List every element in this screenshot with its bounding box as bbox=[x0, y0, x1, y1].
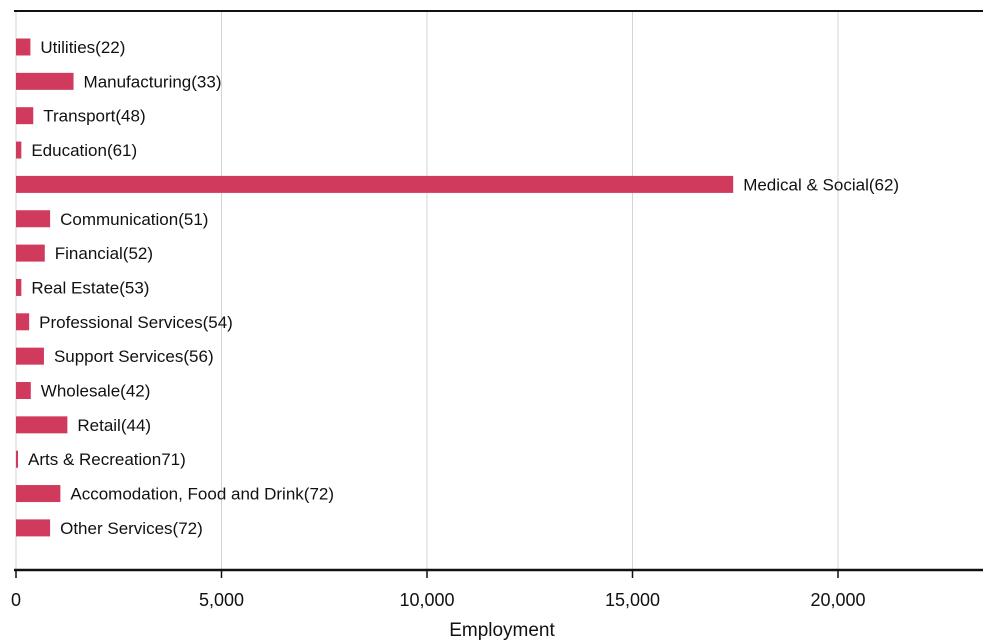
bar-label: Education(61) bbox=[31, 141, 137, 160]
bar bbox=[16, 347, 44, 365]
bar-label: Professional Services(54) bbox=[39, 313, 233, 332]
bar-label: Financial(52) bbox=[55, 244, 153, 263]
bar-label: Support Services(56) bbox=[54, 347, 214, 366]
bar bbox=[16, 72, 74, 90]
x-tick-label: 20,000 bbox=[810, 590, 865, 610]
bar-label: Utilities(22) bbox=[40, 38, 125, 57]
bar bbox=[16, 210, 51, 228]
bar bbox=[16, 107, 34, 125]
bar bbox=[16, 38, 31, 56]
bar bbox=[16, 485, 61, 503]
bar bbox=[16, 175, 734, 193]
bar-label: Wholesale(42) bbox=[41, 382, 151, 401]
bar bbox=[16, 519, 51, 537]
bar bbox=[16, 313, 30, 331]
bar-label: Arts & Recreation71) bbox=[28, 450, 186, 469]
bar bbox=[16, 141, 22, 159]
bar-label: Other Services(72) bbox=[60, 519, 203, 538]
bar bbox=[16, 450, 18, 468]
bar-labels-group: Utilities(22) Manufacturing(33) Transport(… bbox=[28, 38, 899, 538]
bar bbox=[16, 244, 45, 262]
bar-label: Transport(48) bbox=[43, 107, 145, 126]
bar-label: Medical & Social(62) bbox=[743, 175, 899, 194]
x-tick-label: 10,000 bbox=[399, 590, 454, 610]
bar-label: Accomodation, Food and Drink(72) bbox=[70, 485, 334, 504]
bar bbox=[16, 416, 68, 434]
bar-label: Real Estate(53) bbox=[31, 278, 149, 297]
bars-group bbox=[16, 38, 734, 537]
x-tick-label: 5,000 bbox=[199, 590, 244, 610]
x-axis-title: Employment bbox=[449, 620, 555, 641]
x-tick-label: 0 bbox=[11, 590, 21, 610]
bar-label: Communication(51) bbox=[60, 210, 208, 229]
x-tick-label: 15,000 bbox=[605, 590, 660, 610]
bar bbox=[16, 278, 22, 296]
bar-label: Manufacturing(33) bbox=[84, 72, 222, 91]
bar-label: Retail(44) bbox=[77, 416, 151, 435]
bar bbox=[16, 382, 31, 399]
x-ticks-group: 0 5,000 10,000 15,000 20,000 bbox=[11, 570, 866, 610]
